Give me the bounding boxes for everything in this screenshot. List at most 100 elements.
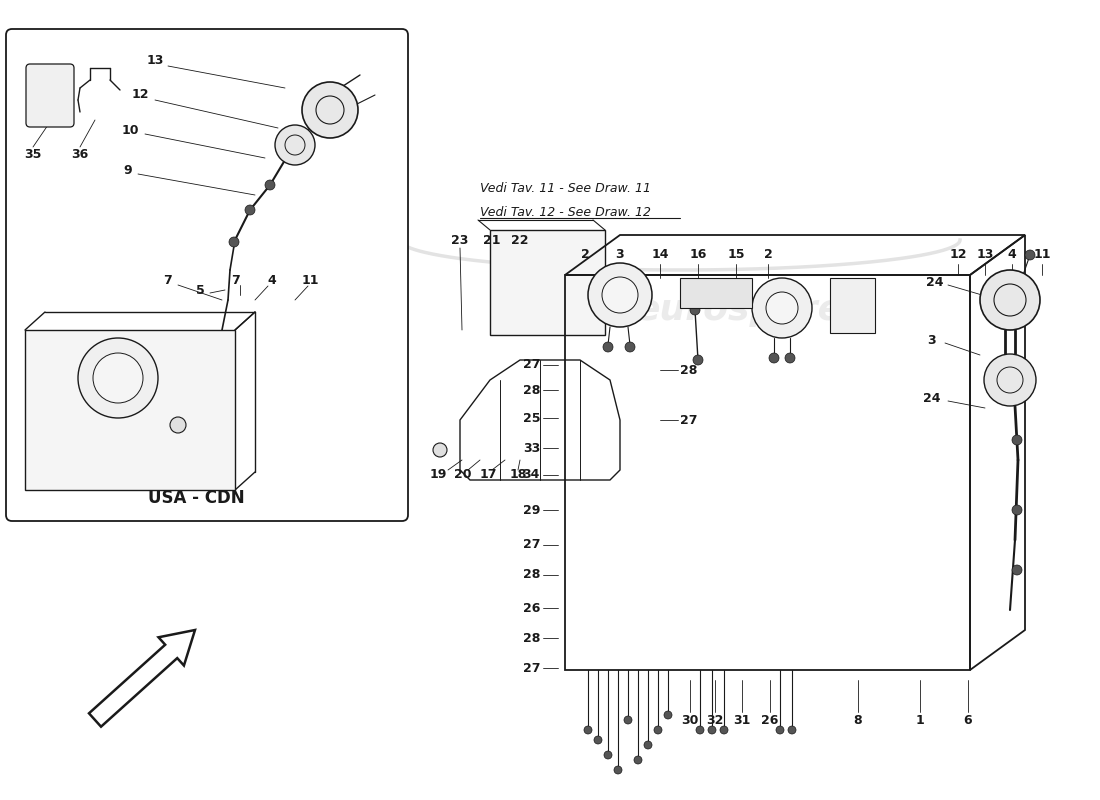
Circle shape	[602, 277, 638, 313]
Circle shape	[594, 736, 602, 744]
Circle shape	[752, 278, 812, 338]
Circle shape	[170, 417, 186, 433]
Circle shape	[664, 711, 672, 719]
Text: 22: 22	[512, 234, 529, 246]
Circle shape	[693, 355, 703, 365]
Text: 36: 36	[72, 149, 89, 162]
Text: 31: 31	[734, 714, 750, 726]
Bar	[830, 278, 874, 333]
Text: 2: 2	[763, 249, 772, 262]
Text: USA - CDN: USA - CDN	[147, 489, 244, 507]
Text: 15: 15	[727, 249, 745, 262]
Text: 28: 28	[522, 383, 540, 397]
Circle shape	[1012, 565, 1022, 575]
Circle shape	[769, 353, 779, 363]
Circle shape	[690, 305, 700, 315]
Text: 14: 14	[651, 249, 669, 262]
Text: 28: 28	[522, 569, 540, 582]
Text: 12: 12	[949, 249, 967, 262]
Text: 26: 26	[761, 714, 779, 726]
Text: 8: 8	[854, 714, 862, 726]
Text: 25: 25	[522, 411, 540, 425]
Circle shape	[766, 292, 797, 324]
Circle shape	[788, 726, 796, 734]
Text: eurospares: eurospares	[636, 293, 865, 327]
FancyBboxPatch shape	[6, 29, 408, 521]
Text: 24: 24	[926, 275, 944, 289]
Circle shape	[696, 726, 704, 734]
Text: 17: 17	[480, 469, 497, 482]
Text: 28: 28	[522, 631, 540, 645]
Circle shape	[433, 443, 447, 457]
Circle shape	[603, 342, 613, 352]
Bar	[25, 330, 235, 490]
Text: 5: 5	[196, 283, 205, 297]
Text: 27: 27	[680, 414, 697, 426]
Circle shape	[604, 751, 612, 759]
Bar	[490, 230, 605, 335]
Text: 4: 4	[267, 274, 276, 286]
Text: 6: 6	[964, 714, 972, 726]
Text: 34: 34	[522, 469, 540, 482]
Text: 27: 27	[522, 358, 540, 371]
Text: 12: 12	[131, 89, 149, 102]
Text: 1: 1	[915, 714, 924, 726]
Circle shape	[265, 180, 275, 190]
Text: 2: 2	[581, 249, 590, 262]
Circle shape	[980, 270, 1040, 330]
Circle shape	[776, 726, 784, 734]
Text: 19: 19	[429, 469, 447, 482]
Circle shape	[644, 741, 652, 749]
Circle shape	[785, 353, 795, 363]
Text: 7: 7	[231, 274, 240, 286]
Text: 20: 20	[454, 469, 472, 482]
Text: 13: 13	[146, 54, 164, 66]
Text: 21: 21	[483, 234, 500, 246]
Circle shape	[275, 125, 315, 165]
Text: Vedi Tav. 11 - See Draw. 11: Vedi Tav. 11 - See Draw. 11	[480, 182, 651, 194]
Circle shape	[584, 726, 592, 734]
Circle shape	[625, 342, 635, 352]
Circle shape	[984, 354, 1036, 406]
Text: 32: 32	[706, 714, 724, 726]
Text: 23: 23	[451, 234, 469, 246]
Text: 27: 27	[522, 662, 540, 674]
Text: 10: 10	[121, 123, 139, 137]
Circle shape	[720, 726, 728, 734]
Text: 30: 30	[681, 714, 698, 726]
Text: 29: 29	[522, 503, 540, 517]
Text: 26: 26	[522, 602, 540, 614]
Circle shape	[1025, 250, 1035, 260]
Circle shape	[245, 205, 255, 215]
Text: 24: 24	[923, 391, 940, 405]
Bar	[680, 278, 752, 308]
Circle shape	[1012, 435, 1022, 445]
Circle shape	[624, 716, 632, 724]
Text: Vedi Tav. 12 - See Draw. 12: Vedi Tav. 12 - See Draw. 12	[480, 206, 651, 218]
Text: 28: 28	[680, 363, 697, 377]
FancyBboxPatch shape	[26, 64, 74, 127]
Circle shape	[708, 726, 716, 734]
Text: 4: 4	[1008, 249, 1016, 262]
Circle shape	[1012, 505, 1022, 515]
Text: 7: 7	[164, 274, 173, 286]
Text: 16: 16	[690, 249, 706, 262]
Text: 3: 3	[616, 249, 625, 262]
Text: 27: 27	[522, 538, 540, 551]
Text: 33: 33	[522, 442, 540, 454]
Text: eurospares: eurospares	[76, 473, 305, 507]
Text: 9: 9	[123, 163, 132, 177]
Circle shape	[302, 82, 358, 138]
Circle shape	[654, 726, 662, 734]
Circle shape	[78, 338, 158, 418]
Text: 18: 18	[509, 469, 527, 482]
Text: 11: 11	[1033, 249, 1050, 262]
Circle shape	[94, 353, 143, 403]
Circle shape	[634, 756, 642, 764]
Text: 35: 35	[24, 149, 42, 162]
Circle shape	[229, 237, 239, 247]
Text: 11: 11	[301, 274, 319, 286]
Circle shape	[614, 766, 622, 774]
Text: 3: 3	[927, 334, 936, 346]
Circle shape	[588, 263, 652, 327]
